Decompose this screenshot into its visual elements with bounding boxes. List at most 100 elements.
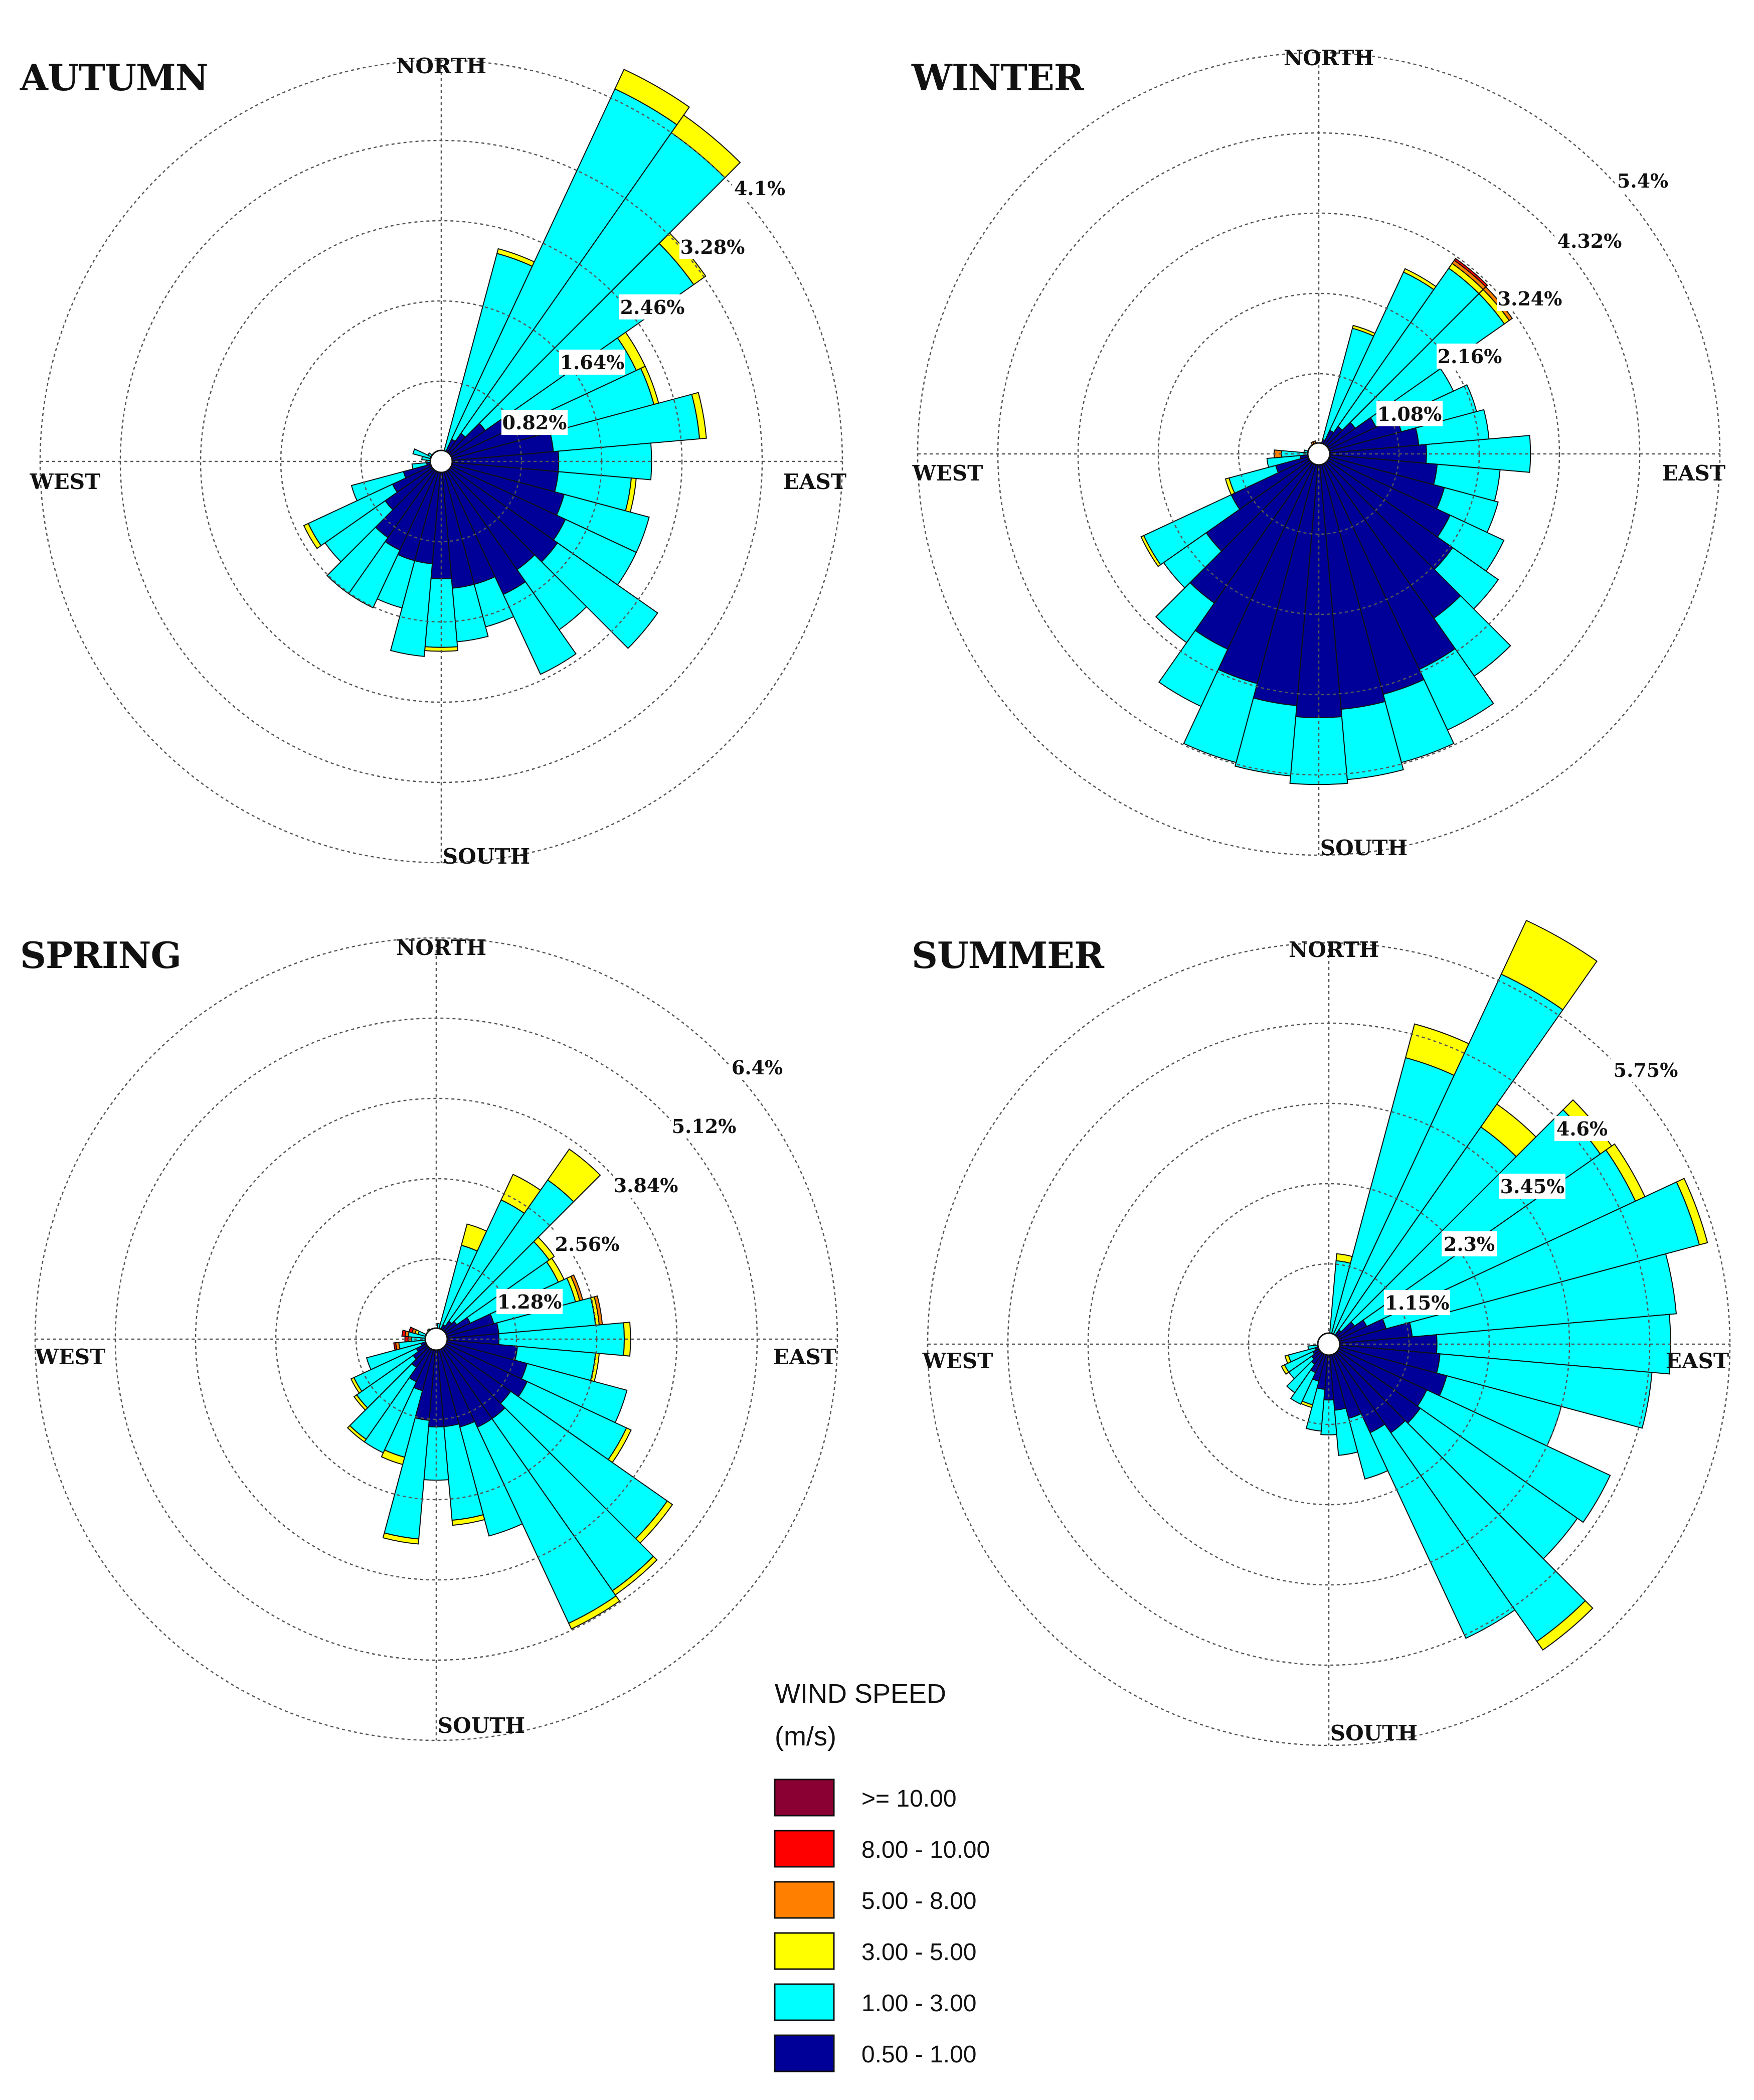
bar-segment-spd_3_5 (533, 1236, 555, 1261)
spring-south-label: SOUTH (438, 1713, 525, 1738)
bar-segment-spd_1_3 (1409, 1253, 1677, 1338)
bar-segment-spd_3_5 (346, 1424, 367, 1443)
sector-220 (326, 461, 442, 595)
spring-ring-label-2: 3.84% (613, 1173, 679, 1198)
legend-label: 0.50 - 1.00 (861, 2041, 977, 2068)
bar-segment-spd_3_5 (1281, 1364, 1290, 1375)
spring-ring-label-1: 2.56% (554, 1231, 620, 1256)
bar-segment-spd_1_3 (1348, 1413, 1388, 1480)
svg-text:3.45%: 3.45% (1500, 1175, 1565, 1198)
bar-segment-spd_3_5 (614, 69, 690, 126)
bar-segment-spd_1_3 (350, 470, 407, 502)
bar-segment-spd_1_3 (1183, 669, 1258, 763)
winter-south-label: SOUTH (1320, 836, 1408, 860)
bar-segment-spd_1_3 (502, 581, 577, 675)
sector-150 (441, 461, 577, 675)
bar-segment-spd_8_10 (401, 1329, 407, 1337)
svg-text:6.4%: 6.4% (732, 1056, 783, 1079)
bar-segment-spd_3_5 (568, 1595, 621, 1630)
bar-segment-spd_1_3 (366, 1342, 423, 1371)
summer-title: SUMMER (912, 934, 1105, 977)
legend-item-1-3: 1.00 - 3.00 (774, 1983, 977, 2021)
svg-text:5.4%: 5.4% (1617, 170, 1668, 192)
spring-west-label: WEST (35, 1345, 106, 1369)
grid-ring (200, 220, 683, 703)
autumn-rose (39, 59, 843, 864)
spring-east-label: EAST (773, 1345, 836, 1369)
bar-segment-spd_5_8 (1274, 449, 1283, 458)
legend-units: (m/s) (775, 1721, 836, 1751)
bar-segment-spd_1_3 (1289, 716, 1348, 785)
bar-segment-spd_1_3 (1305, 1387, 1326, 1432)
legend-label: 1.00 - 3.00 (861, 1990, 977, 2017)
svg-text:2.3%: 2.3% (1444, 1233, 1495, 1255)
svg-text:2.16%: 2.16% (1438, 345, 1502, 368)
legend-item-10plus: >= 10.00 (774, 1779, 957, 1817)
summer-panel: SUMMER NORTH SOUTH EAST WEST 1.15% 2.3% … (912, 919, 1731, 1746)
bar-segment-spd_1_3 (390, 560, 433, 657)
spring-ring-label-0: 1.28% (496, 1289, 563, 1314)
center-calm-circle (1317, 1332, 1341, 1356)
bar-segment-spd_3_5 (350, 1377, 363, 1394)
svg-text:1.28%: 1.28% (497, 1290, 562, 1313)
sector-180 (424, 461, 459, 652)
bar-segment-spd_1_3 (1369, 1423, 1516, 1639)
sector-140 (1328, 1344, 1594, 1651)
sector-240 (303, 461, 442, 549)
bar-segment-spd_1_3 (558, 442, 652, 480)
bar-segment-spd_3_5 (691, 392, 707, 440)
bar-segment-spd_8_10 (393, 1342, 398, 1351)
legend-item-05-1: 0.50 - 1.00 (774, 2034, 977, 2072)
bar-segment-spd_1_3 (1436, 1353, 1653, 1429)
legend-swatch (774, 2034, 835, 2072)
sector-240 (1140, 453, 1319, 567)
autumn-ring-label-4: 4.1% (732, 176, 787, 201)
bar-segment-spd_8_10 (408, 1326, 415, 1334)
legend-label: 3.00 - 5.00 (861, 1939, 977, 1966)
bar-segment-spd_3_5 (1676, 1178, 1708, 1246)
bar-segment-spd_8_10 (404, 1336, 409, 1343)
bar-segment-spd_3_5 (381, 1449, 406, 1466)
svg-text:1.64%: 1.64% (560, 351, 625, 374)
autumn-ring-label-3: 3.28% (679, 234, 746, 259)
summer-ring-label-4: 5.75% (1611, 1057, 1681, 1082)
bar-segment-spd_3_5 (303, 523, 322, 549)
bar-segment-spd_3_5 (547, 1148, 601, 1203)
legend-swatch (774, 1881, 835, 1919)
sector-30 (1328, 919, 1598, 1345)
legend-item-8-10: 8.00 - 10.00 (774, 1830, 990, 1868)
sector-130 (436, 1339, 673, 1544)
center-calm-circle (424, 1327, 448, 1351)
autumn-title: AUTUMN (20, 56, 208, 99)
center-calm-circle (429, 449, 453, 473)
summer-north-label: NORTH (1289, 937, 1379, 962)
legend-swatch (774, 1983, 835, 2021)
winter-north-label: NORTH (1284, 46, 1374, 70)
bar-segment-spd_1_3 (1290, 1369, 1316, 1405)
sector-120 (1328, 1344, 1611, 1523)
bar-segment-spd_1_3 (1234, 697, 1298, 777)
center-calm-circle (1307, 442, 1331, 466)
spring-title: SPRING (20, 934, 181, 977)
autumn-ring-label-2: 2.46% (619, 294, 685, 319)
summer-ring-label-2: 3.45% (1499, 1174, 1565, 1199)
svg-text:1.08%: 1.08% (1377, 403, 1442, 425)
sector-130 (441, 461, 658, 649)
autumn-panel: AUTUMN NORTH SOUTH EAST WEST 0.82% 1.64%… (20, 54, 846, 869)
svg-text:4.1%: 4.1% (734, 177, 785, 200)
sector-110 (436, 1339, 628, 1423)
sector-70 (1328, 1178, 1708, 1345)
bar-segment-spd_3_5 (1500, 919, 1598, 1011)
bar-segment-spd_1_3 (1286, 1361, 1316, 1394)
bar-segment-spd_1_3 (1320, 1399, 1337, 1435)
bar-segment-spd_1_3 (411, 462, 428, 470)
summer-east-label: EAST (1666, 1349, 1729, 1373)
autumn-west-label: WEST (30, 469, 101, 494)
bar-segment-spd_1_3 (1417, 1389, 1611, 1523)
spring-panel: SPRING NORTH SOUTH EAST WEST 1.28% 2.56%… (20, 934, 838, 1741)
summer-south-label: SOUTH (1330, 1721, 1418, 1745)
winter-panel: WINTER NORTH SOUTH EAST WEST 1.08% 2.16%… (911, 46, 1725, 860)
bar-segment-spd_3_5 (1284, 1354, 1292, 1364)
svg-text:5.75%: 5.75% (1614, 1059, 1678, 1081)
svg-text:3.24%: 3.24% (1498, 287, 1562, 310)
